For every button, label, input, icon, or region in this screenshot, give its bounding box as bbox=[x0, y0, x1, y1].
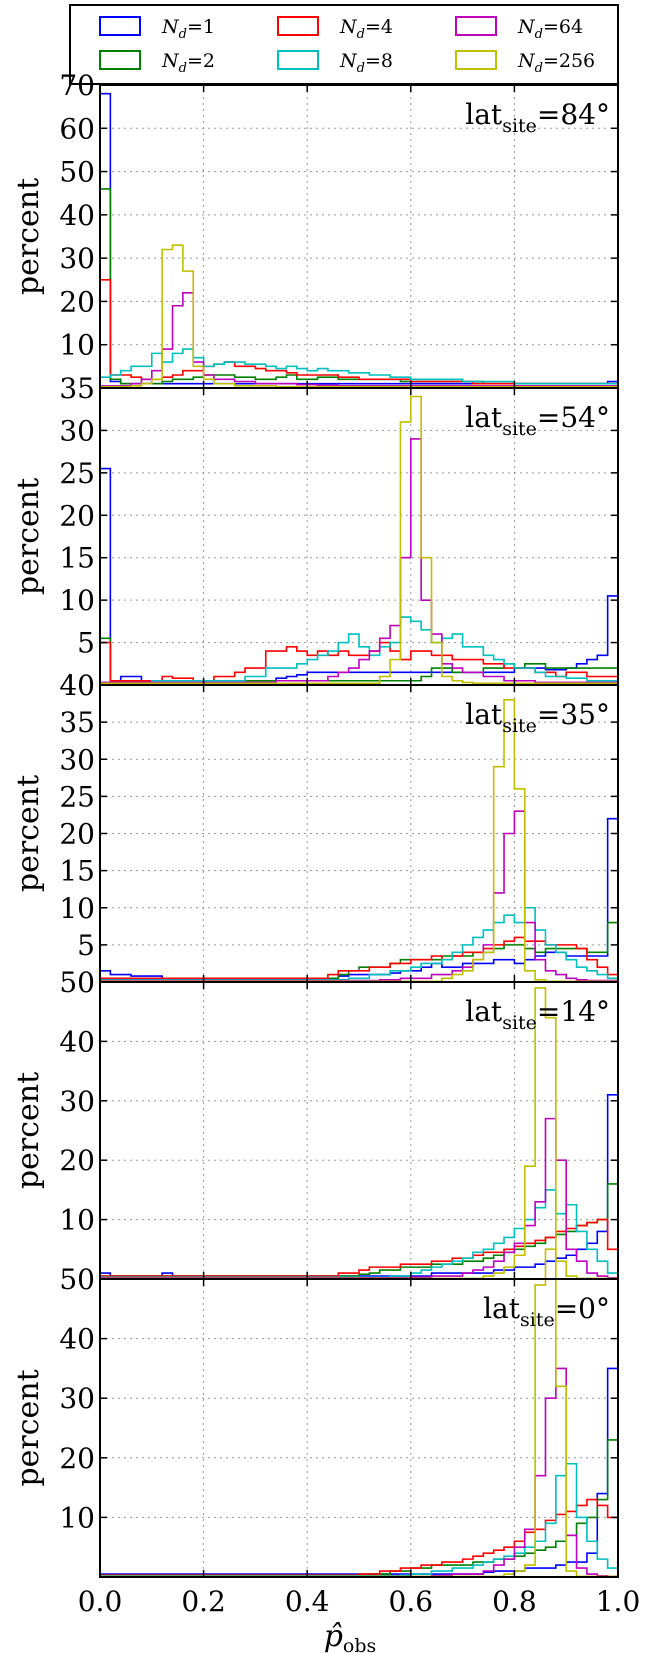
x-axis: p̂obs 0.0 0.2 0.4 0.6 0.8 1.0 bbox=[78, 1585, 641, 1653]
y-tick-label: 40 bbox=[59, 1323, 95, 1356]
y-tick-label: 5 bbox=[77, 627, 95, 660]
series-Nd=1-panel-4 bbox=[99, 1094, 619, 1279]
y-tick-label: 30 bbox=[59, 414, 95, 447]
series-Nd=64-panel-2 bbox=[99, 438, 619, 685]
legend-label-Nd=64: Nd=64 bbox=[517, 16, 583, 42]
y-tick-label: 10 bbox=[59, 1204, 95, 1237]
series-Nd=256-panel-2 bbox=[99, 395, 619, 685]
y-axis-label: percent bbox=[11, 1072, 46, 1189]
legend-label-Nd=2: Nd=2 bbox=[161, 50, 215, 76]
y-tick-label: 25 bbox=[59, 457, 95, 490]
series-Nd=1-panel-2 bbox=[99, 467, 619, 685]
legend-swatch-Nd=1 bbox=[99, 16, 141, 36]
panel-3: 5 10 15 20 25 30 35 40 percent latsite=35° bbox=[11, 669, 619, 983]
y-tick-label: 20 bbox=[59, 1144, 95, 1177]
y-tick-label: 10 bbox=[59, 892, 95, 925]
series-Nd=8-panel-4 bbox=[99, 1189, 619, 1279]
series-Nd=2-panel-5 bbox=[99, 1439, 619, 1577]
y-tick-label: 50 bbox=[59, 1263, 95, 1296]
panel-frame bbox=[99, 1278, 619, 1578]
y-tick-label: 35 bbox=[59, 372, 95, 405]
legend-swatch-Nd=8 bbox=[277, 50, 319, 70]
series-Nd=1-panel-3 bbox=[99, 817, 619, 982]
y-axis-label: percent bbox=[11, 178, 46, 295]
y-tick-label: 20 bbox=[59, 1442, 95, 1475]
x-tick-label: 0.6 bbox=[389, 1585, 434, 1618]
y-tick-label: 5 bbox=[77, 929, 95, 962]
y-tick-label: 30 bbox=[59, 743, 95, 776]
legend-label-Nd=1: Nd=1 bbox=[161, 16, 215, 42]
series-Nd=4-panel-4 bbox=[99, 1218, 619, 1279]
legend-frame bbox=[69, 4, 619, 85]
y-tick-label: 50 bbox=[59, 966, 95, 999]
x-axis-label: p̂obs bbox=[324, 1619, 377, 1653]
x-tick-label: 0.4 bbox=[285, 1585, 330, 1618]
legend-label-Nd=8: Nd=8 bbox=[339, 50, 393, 76]
panel-2: 5 10 15 20 25 30 35 percent latsite=54° bbox=[11, 372, 619, 686]
panel-5: 10 20 30 40 50 percent latsite=0° bbox=[11, 1248, 619, 1578]
panel-4: 10 20 30 40 50 percent latsite=14° bbox=[11, 966, 619, 1280]
y-tick-label: 15 bbox=[59, 855, 95, 888]
legend-label-Nd=256: Nd=256 bbox=[517, 50, 595, 76]
series-Nd=64-panel-4 bbox=[99, 1117, 619, 1279]
y-axis-label: percent bbox=[11, 1369, 46, 1486]
y-tick-label: 60 bbox=[59, 112, 95, 145]
series-Nd=8-panel-2 bbox=[99, 616, 619, 685]
y-tick-label: 30 bbox=[59, 242, 95, 275]
y-axis-label: percent bbox=[11, 478, 46, 595]
series-Nd=1-panel-5 bbox=[99, 1367, 619, 1577]
series-Nd=256-panel-4 bbox=[99, 987, 619, 1280]
panel-annotation: latsite=35° bbox=[465, 698, 610, 737]
y-axis-label: percent bbox=[11, 775, 46, 892]
legend: Nd=1 Nd=2 Nd=4 Nd=8 Nd=64 Nd=256 bbox=[69, 4, 619, 85]
y-tick-label: 20 bbox=[59, 818, 95, 851]
x-tick-label: 0.0 bbox=[78, 1585, 123, 1618]
x-tick-label: 0.8 bbox=[492, 1585, 537, 1618]
y-tick-label: 50 bbox=[59, 156, 95, 189]
series-Nd=2-panel-1 bbox=[99, 188, 619, 388]
series-Nd=4-panel-1 bbox=[99, 278, 619, 388]
series-Nd=2-panel-3 bbox=[99, 921, 619, 982]
legend-label-Nd=4: Nd=4 bbox=[339, 16, 393, 42]
series-Nd=1-panel-1 bbox=[99, 92, 619, 388]
series-Nd=256-panel-5 bbox=[99, 1248, 619, 1578]
legend-swatch-Nd=2 bbox=[99, 50, 141, 70]
legend-swatch-Nd=4 bbox=[277, 16, 319, 36]
y-tick-label: 30 bbox=[59, 1382, 95, 1415]
series-Nd=64-panel-1 bbox=[99, 291, 619, 388]
x-tick-label: 1.0 bbox=[596, 1585, 641, 1618]
legend-swatch-Nd=64 bbox=[455, 16, 497, 36]
y-tick-label: 25 bbox=[59, 780, 95, 813]
y-tick-label: 30 bbox=[59, 1085, 95, 1118]
y-tick-label: 20 bbox=[59, 499, 95, 532]
panel-annotation: latsite=0° bbox=[483, 1292, 610, 1331]
y-tick-label: 70 bbox=[59, 69, 95, 102]
panel-annotation: latsite=14° bbox=[465, 995, 610, 1034]
x-axis-label-sub: obs bbox=[343, 1635, 376, 1653]
series-Nd=64-panel-5 bbox=[99, 1367, 619, 1578]
x-tick-label: 0.2 bbox=[181, 1585, 226, 1618]
legend-swatch-Nd=256 bbox=[455, 50, 497, 70]
x-axis-label-base: p̂ bbox=[324, 1619, 343, 1653]
panel-1: 10 20 30 40 50 60 70 percent latsite=84° bbox=[11, 69, 619, 389]
series-Nd=4-panel-5 bbox=[99, 1498, 619, 1577]
series-Nd=8-panel-1 bbox=[99, 348, 619, 388]
series-Nd=8-panel-5 bbox=[99, 1462, 619, 1577]
panels: 10 20 30 40 50 60 70 percent latsite=84° 5 10 15 20 2… bbox=[11, 69, 619, 1578]
panel-annotation: latsite=84° bbox=[465, 98, 610, 137]
y-tick-label: 40 bbox=[59, 669, 95, 702]
series-Nd=256-panel-3 bbox=[99, 699, 619, 983]
y-tick-label: 10 bbox=[59, 1501, 95, 1534]
y-tick-label: 40 bbox=[59, 199, 95, 232]
y-tick-label: 15 bbox=[59, 542, 95, 575]
y-tick-label: 35 bbox=[59, 706, 95, 739]
y-tick-label: 10 bbox=[59, 584, 95, 617]
y-tick-label: 10 bbox=[59, 329, 95, 362]
y-tick-label: 40 bbox=[59, 1025, 95, 1058]
panel-annotation: latsite=54° bbox=[465, 401, 610, 440]
series-Nd=256-panel-1 bbox=[99, 244, 619, 388]
y-tick-label: 20 bbox=[59, 285, 95, 318]
